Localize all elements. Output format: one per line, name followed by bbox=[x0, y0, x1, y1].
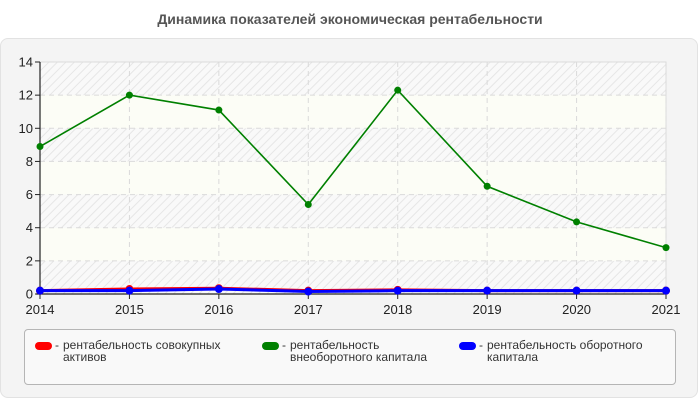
x-tick-label: 2019 bbox=[473, 302, 502, 317]
gridlines bbox=[40, 61, 667, 294]
data-point bbox=[662, 286, 670, 295]
y-tick-label: 2 bbox=[26, 253, 33, 268]
series-lines bbox=[36, 86, 670, 296]
data-point bbox=[394, 86, 402, 94]
x-tick-label: 2016 bbox=[204, 302, 233, 317]
legend-swatch-green bbox=[262, 342, 279, 350]
plot-band bbox=[40, 62, 666, 96]
plot-band bbox=[40, 95, 666, 129]
y-tick-label: 6 bbox=[26, 187, 33, 202]
x-tick-label: 2021 bbox=[652, 302, 681, 317]
plot-band bbox=[40, 227, 666, 261]
legend-item-noncurrent-capital[interactable]: - рентабельность внеоборотного капитала bbox=[262, 339, 455, 363]
data-point bbox=[573, 218, 581, 226]
data-point bbox=[304, 201, 312, 209]
x-tick-label: 2015 bbox=[115, 302, 144, 317]
data-point bbox=[36, 286, 44, 295]
legend-swatch-red bbox=[35, 342, 52, 350]
y-tick-label: 12 bbox=[19, 88, 33, 103]
data-point bbox=[304, 287, 313, 296]
data-point bbox=[483, 286, 492, 295]
data-point bbox=[483, 182, 491, 190]
data-point bbox=[572, 286, 581, 295]
y-tick-label: 10 bbox=[19, 121, 33, 136]
legend-item-working-capital[interactable]: - рентабельность оборотного капитала bbox=[459, 339, 662, 363]
data-point bbox=[36, 143, 44, 151]
data-point bbox=[125, 91, 133, 99]
plot-band bbox=[40, 128, 666, 162]
plot-band bbox=[40, 161, 666, 195]
axes: 0 2 4 6 8 10 12 14 2014 2015 2016 2017 2018 2019 2020 2… bbox=[19, 55, 681, 318]
legend-label: рентабельность внеоборотного капитала bbox=[290, 338, 427, 364]
legend: - рентабельность совокупных активов - ре… bbox=[24, 329, 676, 385]
series-line bbox=[40, 287, 666, 294]
x-tick-label: 2017 bbox=[294, 302, 323, 317]
x-tick-label: 2018 bbox=[383, 302, 412, 317]
chart-title: Динамика показателей экономическая рента… bbox=[157, 11, 543, 27]
x-tick-label: 2014 bbox=[26, 302, 55, 317]
data-point bbox=[393, 286, 402, 295]
data-point bbox=[215, 106, 223, 114]
y-tick-label: 0 bbox=[26, 287, 33, 302]
x-tick-label: 2020 bbox=[562, 302, 591, 317]
legend-label: рентабельность оборотного капитала bbox=[487, 338, 643, 364]
legend-swatch-blue bbox=[459, 342, 476, 350]
plot-band bbox=[40, 194, 666, 228]
plot-background bbox=[39, 61, 667, 295]
legend-label: рентабельность совокупных активов bbox=[63, 338, 221, 364]
y-tick-label: 4 bbox=[26, 220, 33, 235]
data-point bbox=[662, 244, 670, 252]
series-line bbox=[39, 88, 667, 249]
y-tick-label: 8 bbox=[26, 154, 33, 169]
data-point bbox=[214, 285, 223, 294]
y-tick-label: 14 bbox=[19, 55, 33, 70]
legend-item-total-assets[interactable]: - рентабельность совокупных активов bbox=[35, 339, 238, 363]
data-point bbox=[125, 286, 134, 295]
